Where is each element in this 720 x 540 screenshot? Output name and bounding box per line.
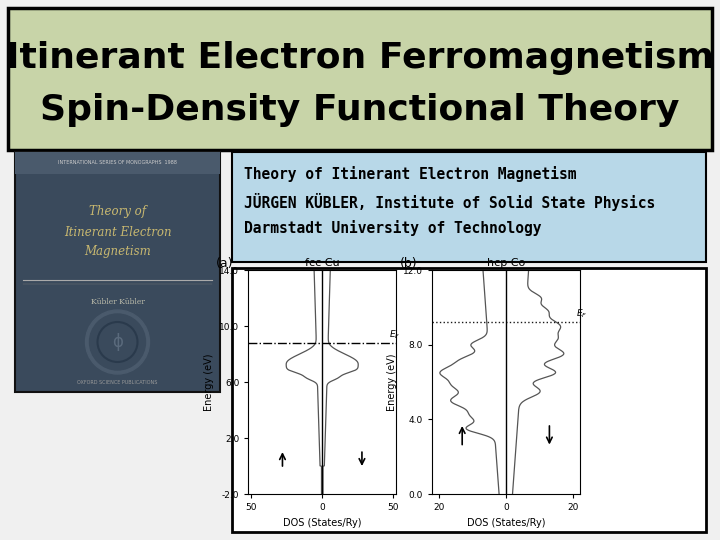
- Bar: [15, 152, 220, 392]
- Text: ϕ: ϕ: [112, 333, 123, 351]
- X-axis label: DOS (States/Ry): DOS (States/Ry): [467, 518, 545, 528]
- Text: Theory of Itinerant Electron Magnetism: Theory of Itinerant Electron Magnetism: [244, 166, 577, 182]
- Text: $E_F$: $E_F$: [576, 308, 588, 320]
- Bar: [232, 152, 706, 262]
- X-axis label: DOS (States/Ry): DOS (States/Ry): [283, 518, 361, 528]
- Title: hcp Co: hcp Co: [487, 258, 525, 268]
- Bar: [15, 152, 220, 174]
- Text: OXFORD SCIENCE PUBLICATIONS: OXFORD SCIENCE PUBLICATIONS: [77, 380, 158, 384]
- Text: JÜRGEN KÜBLER, Institute of Solid State Physics: JÜRGEN KÜBLER, Institute of Solid State …: [244, 193, 655, 211]
- Title: fcc Cu: fcc Cu: [305, 258, 340, 268]
- Text: (a): (a): [216, 256, 233, 269]
- Text: Darmstadt University of Technology: Darmstadt University of Technology: [244, 220, 541, 236]
- Text: (b): (b): [400, 256, 417, 269]
- Text: Kübler Kübler: Kübler Kübler: [91, 298, 145, 306]
- Bar: [8, 8, 712, 150]
- Text: Theory of: Theory of: [89, 206, 146, 219]
- Text: Itinerant Electron Ferromagnetism: Itinerant Electron Ferromagnetism: [6, 41, 714, 75]
- Y-axis label: Energy (eV): Energy (eV): [204, 353, 214, 411]
- Circle shape: [86, 310, 150, 374]
- Text: $E_F$: $E_F$: [389, 329, 400, 341]
- Y-axis label: Energy (eV): Energy (eV): [387, 353, 397, 411]
- Text: INTERNATIONAL SERIES OF MONOGRAPHS  1988: INTERNATIONAL SERIES OF MONOGRAPHS 1988: [58, 160, 177, 165]
- Text: Itinerant Electron: Itinerant Electron: [63, 226, 171, 239]
- Bar: [232, 268, 706, 532]
- Text: Magnetism: Magnetism: [84, 246, 151, 259]
- Text: Spin-Density Functional Theory: Spin-Density Functional Theory: [40, 93, 680, 127]
- Circle shape: [89, 314, 145, 370]
